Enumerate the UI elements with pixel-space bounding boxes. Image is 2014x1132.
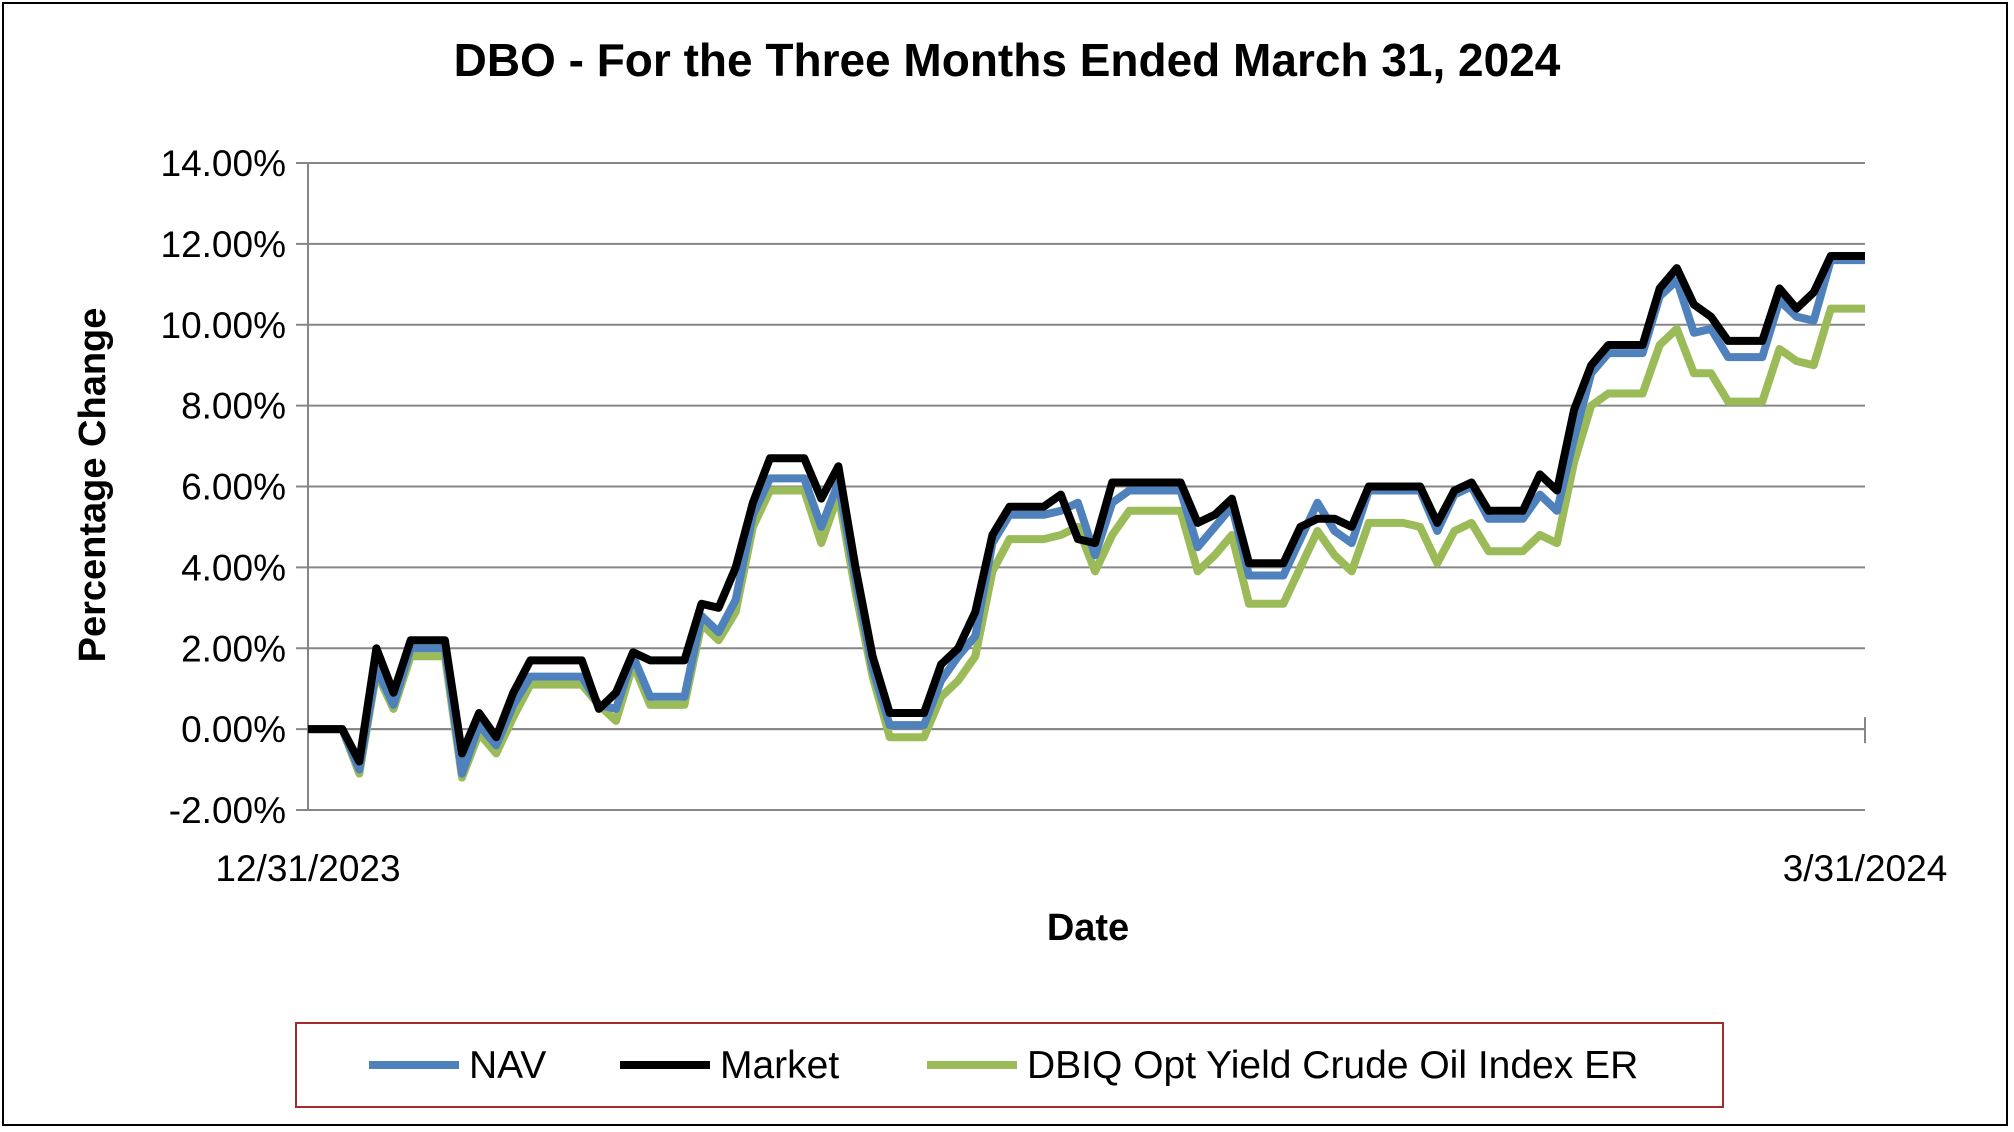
y-tick-label: 8.00% (181, 386, 286, 427)
series-line-dbiq-opt-yield-crude-oil-index-er (308, 304, 1865, 782)
axes: -2.00% 0.00% 2.00% 4.00% 6.00% 8.00% 10.00% 12.… (161, 143, 1948, 889)
x-tick-label-end: 3/31/2024 (1783, 848, 1948, 889)
series-lines (308, 252, 1865, 782)
y-tick-label: 2.00% (181, 628, 286, 669)
y-tick-label: -2.00% (169, 790, 286, 831)
y-tick-label: 4.00% (181, 547, 286, 588)
legend-label-dbiq-opt-yield-crude-oil-index-er: DBIQ Opt Yield Crude Oil Index ER (1027, 1044, 1638, 1087)
legend-label-nav: NAV (469, 1044, 546, 1087)
line-chart: DBO - For the Three Months Ended March 3… (72, 34, 1948, 1108)
x-axis-title: Date (1047, 907, 1129, 949)
y-axis-title: Percentage Change (72, 308, 114, 663)
series-line-market (308, 252, 1865, 766)
y-tick-label: 0.00% (181, 709, 286, 750)
y-tick-label: 6.00% (181, 467, 286, 508)
y-tick-label: 12.00% (161, 224, 287, 265)
gridlines (308, 162, 1865, 811)
x-tick-label-start: 12/31/2023 (215, 848, 400, 889)
legend: NAV Market DBIQ Opt Yield Crude Oil Index … (295, 1022, 1724, 1108)
y-tick-label: 14.00% (161, 143, 287, 184)
y-tick-label: 10.00% (161, 305, 287, 346)
legend-label-market: Market (720, 1044, 839, 1087)
series-line-nav (308, 256, 1865, 778)
chart-title: DBO - For the Three Months Ended March 3… (454, 34, 1561, 86)
